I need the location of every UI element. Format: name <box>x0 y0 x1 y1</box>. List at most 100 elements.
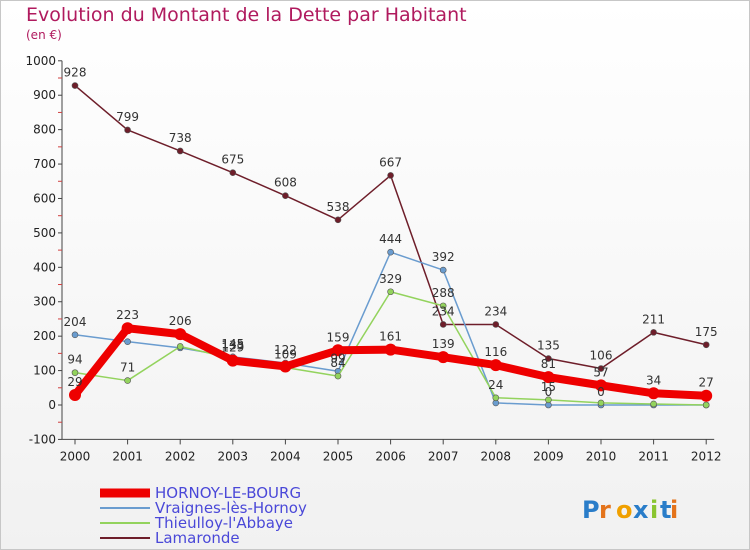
y-tick-label: 700 <box>33 157 56 171</box>
logo-letter: r <box>599 496 611 524</box>
logo-letter: P <box>582 496 600 524</box>
logo-letter: t <box>660 496 671 524</box>
data-label: 109 <box>274 347 297 361</box>
data-label: 129 <box>221 341 244 355</box>
data-label: 159 <box>327 330 350 344</box>
x-tick-label: 2002 <box>165 449 196 463</box>
legend-label: Thieulloy-l'Abbaye <box>154 514 293 532</box>
data-point <box>71 369 79 376</box>
data-point <box>545 396 552 404</box>
data-point <box>124 377 131 384</box>
data-point <box>439 321 447 328</box>
data-point <box>71 82 79 89</box>
data-label: 84 <box>330 356 345 370</box>
y-tick-label: 600 <box>33 191 56 205</box>
data-point <box>334 216 342 224</box>
x-tick-label: 2007 <box>428 449 459 463</box>
data-label: 57 <box>593 365 608 379</box>
data-labels: 928 799 738 675 608 538 667 234 234 135 106 211 175 2… <box>64 66 718 399</box>
legend-label: Lamaronde <box>155 529 240 547</box>
data-label: 211 <box>642 312 665 326</box>
data-label: 161 <box>379 330 402 344</box>
data-label: 234 <box>432 304 455 318</box>
data-label: 204 <box>64 315 87 329</box>
data-label: 234 <box>484 304 507 318</box>
x-tick-label: 2001 <box>112 449 143 463</box>
y-tick-label: 400 <box>33 260 56 274</box>
y-tick-label: 800 <box>33 123 56 137</box>
data-point <box>387 172 394 179</box>
logo-letter: i <box>670 496 678 524</box>
data-label: 145 <box>221 337 244 351</box>
data-label: 15 <box>541 380 556 394</box>
data-point <box>492 321 500 328</box>
data-label: 116 <box>484 345 507 359</box>
data-point <box>332 344 344 357</box>
data-label: 0 <box>597 385 605 399</box>
x-tick-label: 2000 <box>60 449 91 463</box>
data-label: 29 <box>67 375 82 389</box>
data-point <box>71 331 79 339</box>
data-point <box>702 341 710 349</box>
logo-letter: i <box>650 496 658 524</box>
data-label: 99 <box>330 351 345 365</box>
data-point <box>121 322 134 335</box>
x-tick-label: 2008 <box>481 449 512 463</box>
data-point <box>229 169 237 176</box>
data-label: 738 <box>169 131 192 145</box>
data-point <box>124 126 131 134</box>
data-label: 71 <box>120 361 135 375</box>
data-point <box>176 343 184 350</box>
data-point <box>492 394 500 402</box>
data-label: 81 <box>541 357 556 371</box>
data-point <box>597 399 605 407</box>
logo-letter: o <box>616 496 633 524</box>
data-label: 667 <box>379 155 402 169</box>
data-point <box>282 192 289 200</box>
data-point <box>545 355 552 362</box>
data-label: 799 <box>116 110 139 124</box>
data-point <box>387 288 394 296</box>
data-label: 94 <box>67 353 82 367</box>
legend-label: Vraignes-lès-Hornoy <box>155 499 307 517</box>
data-point <box>124 338 131 345</box>
data-point <box>384 343 397 356</box>
y-tick-label: 0 <box>48 398 56 412</box>
data-point <box>279 360 292 373</box>
y-tick-label: 900 <box>33 88 56 102</box>
data-point <box>650 329 657 336</box>
x-tick-label: 2006 <box>375 449 406 463</box>
data-label: 175 <box>695 325 718 339</box>
data-point <box>597 365 605 372</box>
data-label: 122 <box>274 343 297 357</box>
data-label: 223 <box>116 308 139 322</box>
data-point <box>647 387 660 400</box>
y-tick-label: 100 <box>33 364 56 378</box>
y-tick-label: 300 <box>33 295 56 309</box>
data-point <box>650 400 657 408</box>
axes: -100010020030040050060070080090010002000… <box>25 54 721 464</box>
data-label: 24 <box>488 378 503 392</box>
data-label: 288 <box>432 286 455 300</box>
data-label: 27 <box>699 376 714 390</box>
data-point <box>595 379 607 392</box>
data-label: 608 <box>274 176 297 190</box>
data-point <box>437 351 450 364</box>
data-point <box>439 266 447 274</box>
data-point <box>489 359 502 372</box>
x-tick-label: 2003 <box>218 449 249 463</box>
data-point <box>174 328 187 341</box>
data-point <box>439 302 447 310</box>
x-tick-label: 2011 <box>638 449 669 463</box>
data-label: 928 <box>64 66 87 80</box>
x-tick-label: 2005 <box>323 449 354 463</box>
data-label: 0 <box>545 385 553 399</box>
y-tick-label: 1000 <box>25 54 56 68</box>
logo-letter: x <box>633 496 649 524</box>
data-label: 133 <box>221 339 244 353</box>
y-tick-label: -100 <box>29 432 56 446</box>
x-tick-label: 2012 <box>691 449 722 463</box>
data-label: 139 <box>432 337 455 351</box>
